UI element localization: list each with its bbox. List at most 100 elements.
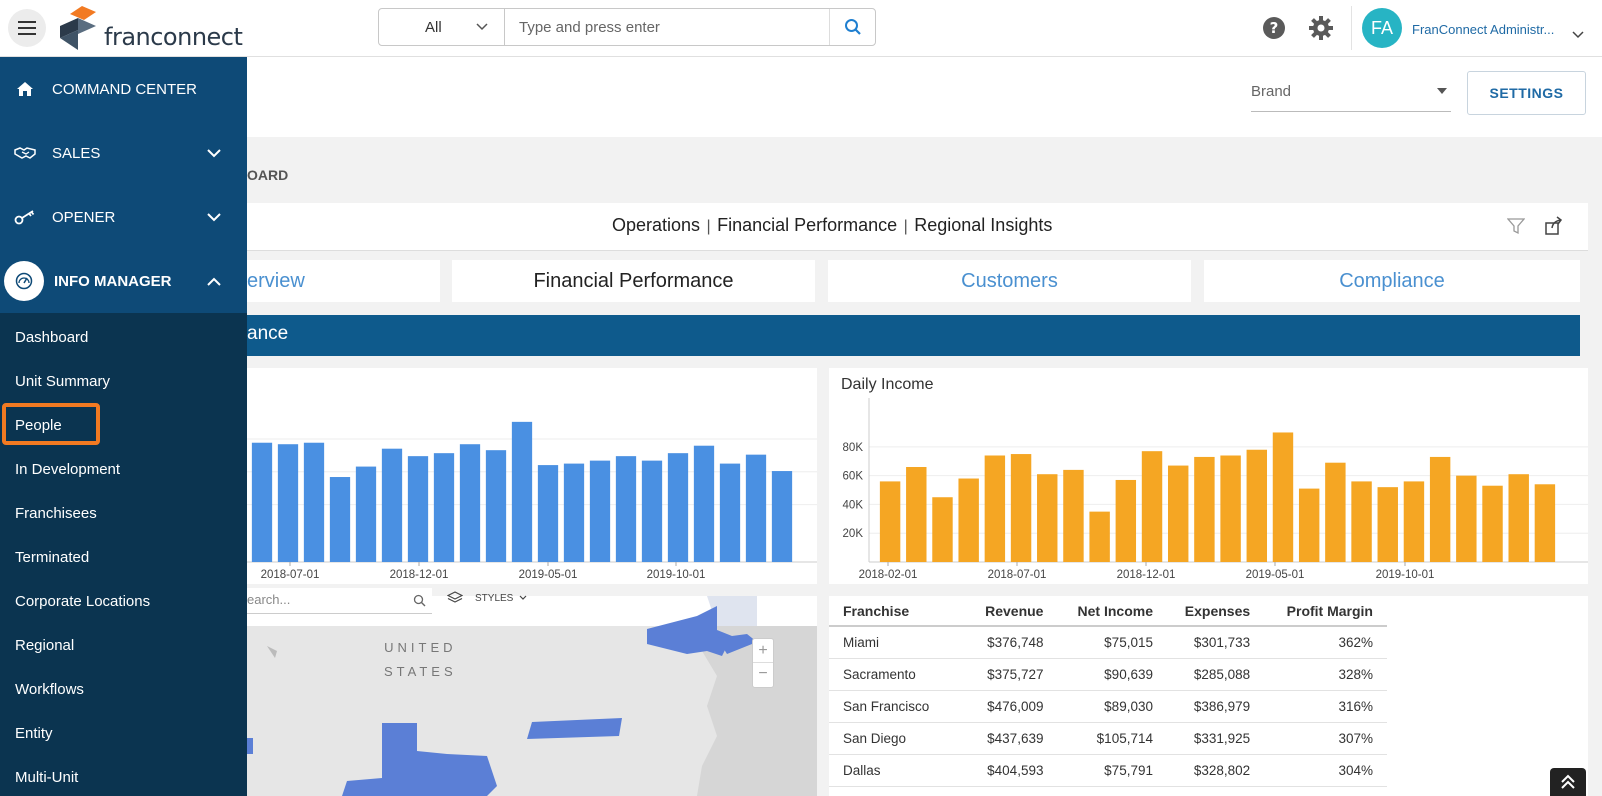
bar[interactable]	[1403, 481, 1425, 562]
table-cell: 304%	[1264, 754, 1387, 787]
bar[interactable]	[667, 453, 689, 562]
sidebar-item-info-manager[interactable]: INFO MANAGER	[0, 249, 247, 313]
bar[interactable]	[1377, 487, 1398, 562]
bar[interactable]	[485, 450, 507, 562]
help-icon[interactable]: ?	[1262, 16, 1286, 45]
gear-icon[interactable]	[1308, 15, 1334, 46]
sidebar-subitem-regional[interactable]: Regional	[0, 623, 247, 667]
bar[interactable]	[1037, 474, 1058, 562]
bar[interactable]	[1089, 511, 1110, 562]
share-icon[interactable]	[1544, 216, 1564, 241]
bar[interactable]	[1482, 485, 1503, 562]
search-scope-select[interactable]: All	[379, 9, 505, 45]
bar[interactable]	[589, 460, 611, 562]
bar[interactable]	[1220, 455, 1241, 562]
bar[interactable]	[1115, 479, 1137, 562]
sidebar-subitem-workflows[interactable]: Workflows	[0, 667, 247, 711]
bar[interactable]	[1534, 484, 1556, 562]
sidebar-subitem-corporate-locations[interactable]: Corporate Locations	[0, 579, 247, 623]
tab-financial-performance[interactable]: Financial Performance	[452, 260, 815, 302]
bar[interactable]	[1246, 449, 1268, 562]
bar[interactable]	[303, 442, 325, 562]
bar[interactable]	[984, 455, 1006, 562]
bar[interactable]	[381, 448, 403, 562]
bar[interactable]	[407, 456, 429, 562]
sidebar-item-command-center[interactable]: COMMAND CENTER	[0, 57, 247, 121]
menu-icon[interactable]	[8, 9, 46, 47]
bar[interactable]	[771, 471, 793, 562]
sidebar-item-sales[interactable]: SALES	[0, 121, 247, 185]
sidebar-subitem-dashboard[interactable]: Dashboard	[0, 315, 247, 359]
sidebar-subitem-entity[interactable]: Entity	[0, 711, 247, 755]
settings-button[interactable]: SETTINGS	[1467, 71, 1586, 115]
bar[interactable]	[563, 463, 585, 562]
column-header[interactable]: Net Income	[1057, 596, 1167, 627]
column-header[interactable]: Expenses	[1166, 596, 1265, 627]
table-row[interactable]: San Diego $437,639 $105,714 $331,925 307%	[829, 722, 1387, 755]
column-header[interactable]: Profit Margin	[1264, 596, 1387, 627]
bar[interactable]	[459, 444, 481, 562]
bar[interactable]	[537, 465, 559, 562]
bar[interactable]	[1194, 456, 1215, 562]
map-styles-button[interactable]: STYLES	[447, 591, 527, 605]
regional-map[interactable]: earch... STYLES UNITED STATES + −	[247, 588, 817, 796]
bar[interactable]	[1167, 465, 1189, 562]
bar[interactable]	[1325, 462, 1346, 562]
tab-compliance[interactable]: Compliance	[1204, 260, 1580, 302]
bar[interactable]	[1272, 432, 1294, 562]
sidebar-subitem-in-development[interactable]: In Development	[0, 447, 247, 491]
bar[interactable]	[1063, 469, 1084, 562]
table-row[interactable]: San Francisco $476,009 $89,030 $386,979 316%	[829, 690, 1387, 723]
x-tick-label: 2018-12-01	[390, 569, 449, 581]
bar[interactable]	[745, 454, 767, 562]
bar[interactable]	[1298, 488, 1320, 562]
bar[interactable]	[879, 481, 901, 562]
search-button[interactable]	[829, 9, 875, 45]
bar[interactable]	[641, 460, 663, 562]
column-header[interactable]: Franchise	[829, 596, 969, 627]
bar[interactable]	[615, 456, 637, 562]
table-row[interactable]: Miami $376,748 $75,015 $301,733 362%	[829, 626, 1387, 659]
bar[interactable]	[433, 453, 455, 562]
bar[interactable]	[1508, 474, 1529, 562]
bar[interactable]	[958, 478, 979, 562]
key-icon	[14, 209, 36, 225]
sidebar-subitem-franchisees[interactable]: Franchisees	[0, 491, 247, 535]
filter-icon[interactable]	[1506, 217, 1526, 240]
search-input[interactable]	[505, 9, 829, 45]
chevron-down-icon[interactable]	[1572, 26, 1584, 44]
bar[interactable]	[1141, 451, 1163, 562]
table-row[interactable]: Dallas $404,593 $75,791 $328,802 304%	[829, 754, 1387, 787]
sidebar-subitem-multi-unit[interactable]: Multi-Unit	[0, 755, 247, 796]
sidebar-subitem-people[interactable]: People	[0, 403, 247, 447]
zoom-out-button[interactable]: −	[758, 665, 768, 682]
tab-overview[interactable]: erview	[247, 260, 440, 302]
bar[interactable]	[1456, 475, 1477, 562]
bar[interactable]	[511, 421, 533, 562]
bar[interactable]	[277, 444, 299, 562]
tab-label: Compliance	[1339, 269, 1445, 292]
bar[interactable]	[355, 466, 377, 562]
bar[interactable]	[906, 467, 927, 562]
zoom-in-button[interactable]: +	[753, 639, 773, 663]
sidebar-item-opener[interactable]: OPENER	[0, 185, 247, 249]
bar[interactable]	[932, 497, 953, 562]
sidebar-subitem-unit-summary[interactable]: Unit Summary	[0, 359, 247, 403]
brand-select[interactable]: Brand	[1251, 80, 1451, 112]
bar[interactable]	[693, 445, 715, 562]
tab-customers[interactable]: Customers	[828, 260, 1191, 302]
bar[interactable]	[1429, 456, 1451, 562]
avatar[interactable]: FA	[1362, 8, 1402, 48]
bar[interactable]	[1010, 454, 1032, 562]
user-name[interactable]: FranConnect Administr...	[1412, 22, 1555, 37]
sidebar-subitem-terminated[interactable]: Terminated	[0, 535, 247, 579]
bar[interactable]	[719, 463, 741, 562]
bar[interactable]	[1351, 481, 1372, 562]
bar[interactable]	[251, 442, 273, 562]
bar[interactable]	[329, 477, 351, 562]
franconnect-logo[interactable]: franconnect	[56, 6, 243, 52]
table-row[interactable]: Sacramento $375,727 $90,639 $285,088 328%	[829, 658, 1387, 691]
scroll-top-button[interactable]	[1550, 768, 1586, 796]
column-header[interactable]: Revenue	[968, 596, 1058, 627]
map-search[interactable]: earch...	[247, 588, 432, 614]
